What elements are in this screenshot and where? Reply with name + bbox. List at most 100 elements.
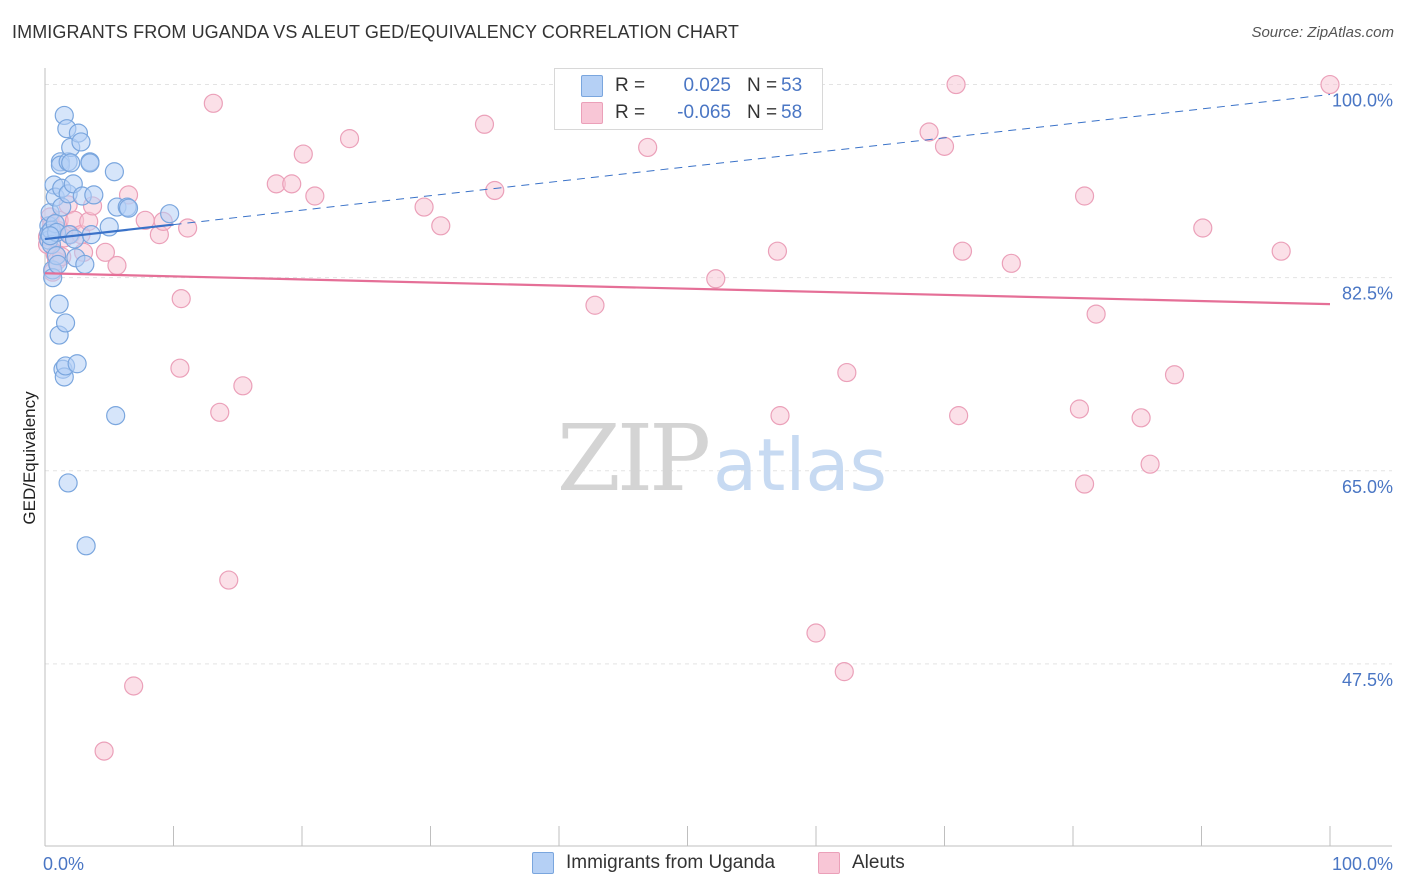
aleut-point	[1086, 304, 1106, 324]
y-tick-label: 100.0%	[1332, 91, 1393, 111]
grid-lines	[45, 84, 1392, 665]
uganda-legend-label: Immigrants from Uganda	[566, 852, 776, 873]
legend-row-uganda: R = 0.025 N = 53	[581, 73, 802, 99]
aleut-point	[1131, 408, 1151, 428]
uganda-point	[75, 254, 95, 275]
uganda-point	[58, 473, 78, 493]
aleut-swatch	[581, 102, 603, 124]
legend-n-value: 58	[781, 102, 803, 123]
aleut-point	[952, 241, 973, 261]
axes	[44, 68, 1392, 847]
aleut-point	[1074, 186, 1095, 206]
aleut-point	[170, 358, 190, 378]
watermark-zip: ZIP	[557, 405, 708, 512]
uganda-trend-line-dashed	[173, 93, 1331, 226]
aleut-point	[282, 174, 302, 194]
uganda-point	[71, 132, 91, 152]
uganda-point	[80, 153, 100, 173]
uganda-point	[76, 536, 96, 556]
aleut-point	[178, 218, 198, 238]
uganda-point	[67, 354, 87, 374]
x-tick-label: 100.0%	[1332, 854, 1393, 874]
uganda-point	[84, 185, 104, 205]
aleut-point	[585, 295, 605, 315]
aleut-point	[219, 570, 239, 590]
uganda-legend-swatch	[532, 852, 554, 874]
source-label: Source: ZipAtlas.com	[1251, 24, 1394, 41]
aleut-point	[834, 662, 854, 682]
uganda-point	[118, 198, 139, 218]
aleut-point	[124, 676, 144, 696]
aleut-legend-label: Aleuts	[852, 852, 905, 873]
aleut-point	[919, 122, 939, 142]
uganda-point	[160, 204, 180, 224]
aleut-point	[305, 186, 325, 206]
y-axis-label: GED/Equivalency	[20, 391, 39, 525]
trend-lines	[44, 93, 1331, 306]
aleut-point	[767, 241, 788, 261]
aleut-point	[1320, 74, 1340, 95]
aleut-point	[431, 216, 451, 236]
aleut-point	[339, 129, 360, 149]
aleut-point	[107, 255, 127, 276]
uganda-point	[55, 313, 76, 333]
aleut-legend-swatch	[818, 852, 840, 874]
chart-title: IMMIGRANTS FROM UGANDA VS ALEUT GED/EQUI…	[12, 22, 739, 42]
aleut-point	[203, 93, 223, 113]
aleut-point	[233, 376, 253, 396]
aleut-point	[1074, 474, 1095, 494]
uganda-points	[39, 105, 180, 556]
bottom-legend-uganda: Immigrants from Uganda	[532, 852, 775, 874]
aleut-point	[1164, 365, 1185, 385]
aleut-point	[1271, 241, 1291, 261]
aleut-point	[1069, 399, 1090, 419]
aleut-point	[770, 406, 790, 426]
aleut-point	[934, 136, 955, 156]
aleut-point	[95, 242, 115, 262]
watermark: ZIP atlas	[557, 405, 887, 512]
legend-r-label: R =	[615, 102, 646, 123]
legend-r-value: 0.025	[683, 75, 731, 96]
uganda-point	[48, 254, 68, 275]
aleut-point	[1140, 454, 1160, 474]
uganda-swatch	[581, 75, 603, 97]
uganda-point	[106, 406, 126, 426]
y-tick-label: 82.5%	[1342, 284, 1393, 304]
uganda-point	[61, 153, 81, 173]
uganda-point	[104, 162, 124, 182]
aleut-point	[1001, 253, 1021, 273]
legend-n-label: N =	[747, 75, 778, 96]
aleut-trend-line	[44, 272, 1331, 306]
uganda-point	[49, 294, 69, 314]
legend-r-label: R =	[615, 75, 646, 96]
aleut-point	[1193, 218, 1213, 238]
legend-r-value: -0.065	[677, 102, 731, 123]
aleut-point	[485, 180, 505, 201]
y-tick-label: 47.5%	[1342, 670, 1393, 690]
aleut-point	[414, 197, 434, 217]
y-tick-label: 65.0%	[1342, 477, 1393, 497]
aleut-point	[946, 74, 966, 95]
aleut-point	[837, 362, 857, 383]
uganda-point	[40, 226, 60, 246]
bottom-legend-aleut: Aleuts	[818, 852, 905, 874]
legend-n-label: N =	[747, 102, 778, 123]
aleut-point	[474, 114, 495, 134]
watermark-atlas: atlas	[713, 423, 887, 507]
legend-n-value: 53	[781, 75, 803, 96]
stats-legend: R = 0.025 N = 53 R = -0.065 N = 58	[554, 68, 823, 130]
aleut-point	[806, 623, 826, 643]
x-tick-label: 0.0%	[43, 854, 84, 874]
tick-labels: 100.0% 82.5% 65.0% 47.5% 0.0% 100.0%	[43, 91, 1393, 874]
aleut-point	[949, 406, 969, 426]
aleut-point	[210, 402, 230, 422]
aleut-point	[171, 289, 191, 309]
uganda-trend-line-solid	[44, 223, 174, 241]
aleut-point	[638, 137, 658, 158]
uganda-point	[64, 229, 85, 249]
aleut-point	[94, 741, 114, 761]
aleut-point	[293, 144, 313, 164]
aleut-point	[706, 269, 726, 289]
legend-row-aleut: R = -0.065 N = 58	[581, 100, 802, 126]
